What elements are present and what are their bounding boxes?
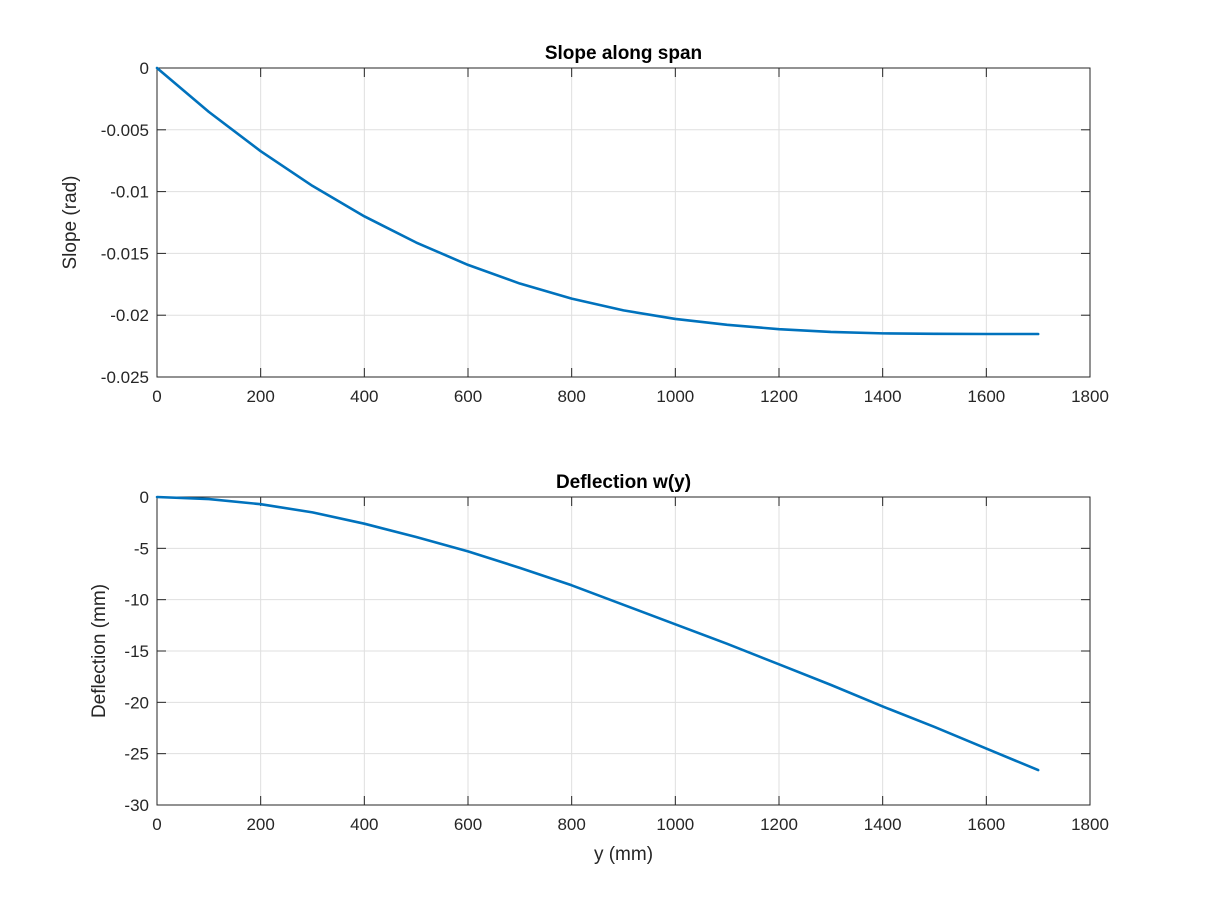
x-tick-label: 1400 <box>864 387 902 406</box>
x-tick-label: 600 <box>454 387 482 406</box>
plot-title: Slope along span <box>545 43 702 64</box>
y-tick-label: -25 <box>124 745 149 764</box>
deflection-plot: 0 200 400 600 800 1000 1200 1400 1600 1800 0 -5 -10 -… <box>89 472 1109 865</box>
x-tick-label: 0 <box>152 815 161 834</box>
axes-background <box>157 68 1090 377</box>
x-axis-title: y (mm) <box>594 844 653 865</box>
y-tick-label: -0.02 <box>110 306 149 325</box>
x-tick-label: 200 <box>246 815 274 834</box>
y-tick-label: -10 <box>124 591 149 610</box>
x-tick-label: 800 <box>557 387 585 406</box>
y-tick-label: -5 <box>134 539 149 558</box>
x-tick-label: 1800 <box>1071 387 1109 406</box>
y-axis-title: Deflection (mm) <box>89 584 110 718</box>
x-tick-label: 1000 <box>656 815 694 834</box>
x-tick-label: 400 <box>350 815 378 834</box>
y-tick-label: -0.015 <box>101 244 149 263</box>
x-tick-label: 1200 <box>760 815 798 834</box>
x-tick-label: 1600 <box>967 387 1005 406</box>
y-axis-title: Slope (rad) <box>60 176 81 270</box>
y-tick-label: -0.005 <box>101 121 149 140</box>
y-tick-label: -15 <box>124 642 149 661</box>
x-tick-label: 1000 <box>656 387 694 406</box>
x-tick-label: 1600 <box>967 815 1005 834</box>
series-line <box>155 66 1040 336</box>
series-line <box>155 495 1040 772</box>
y-tick-label: 0 <box>140 59 149 78</box>
y-tick-label: -0.01 <box>110 183 149 202</box>
slope-plot: 0 200 400 600 800 1000 1200 1400 1600 1800 0 -0.005… <box>60 43 1109 406</box>
x-tick-label: 1400 <box>864 815 902 834</box>
x-tick-label: 1200 <box>760 387 798 406</box>
y-tick-label: -0.025 <box>101 368 149 387</box>
plot-title: Deflection w(y) <box>556 472 691 493</box>
x-tick-label: 200 <box>246 387 274 406</box>
x-tick-label: 800 <box>557 815 585 834</box>
y-tick-label: -20 <box>124 693 149 712</box>
x-tick-label: 1800 <box>1071 815 1109 834</box>
y-tick-label: -30 <box>124 796 149 815</box>
axes-box <box>156 67 1091 378</box>
y-tick-label: 0 <box>140 488 149 507</box>
x-tick-label: 600 <box>454 815 482 834</box>
x-tick-label: 400 <box>350 387 378 406</box>
x-tick-label: 0 <box>152 387 161 406</box>
